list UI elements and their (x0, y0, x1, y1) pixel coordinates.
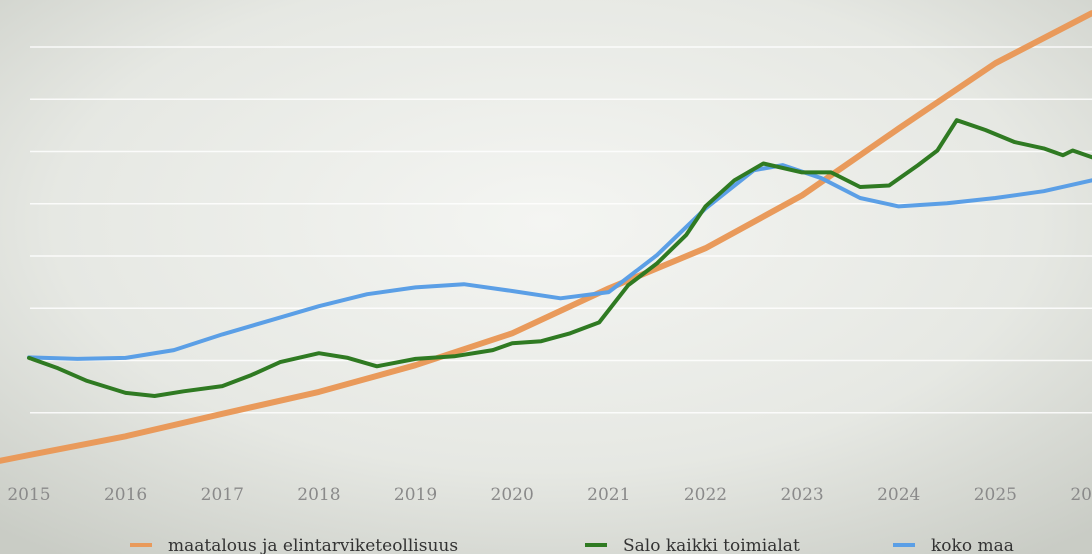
x-tick-label: 2026 (1070, 485, 1092, 505)
x-tick-label: 2019 (394, 485, 437, 505)
x-tick-label: 2020 (491, 485, 534, 505)
x-tick-label: 2022 (684, 485, 727, 505)
lines (0, 10, 1092, 464)
legend-label: maatalous ja elintarviketeollisuus (168, 536, 458, 554)
x-tick-label: 2024 (877, 485, 920, 505)
x-tick-label: 2023 (780, 485, 823, 505)
series-line (27, 163, 1092, 361)
series-line (27, 118, 1092, 398)
x-tick-label: 2015 (7, 485, 50, 505)
x-tick-label: 2025 (974, 485, 1017, 505)
x-tick-label: 2018 (297, 485, 340, 505)
x-tick-label: 2016 (104, 485, 147, 505)
series-line (0, 10, 1092, 464)
x-axis: 2015 2016 2017 2018 2019 2020 2021 2022 2023 2024… (7, 485, 1092, 505)
legend-label: koko maa (931, 536, 1014, 554)
legend: maatalous ja elintarviketeollisuus Salo k… (130, 536, 1014, 554)
x-tick-label: 2017 (201, 485, 244, 505)
x-tick-label: 2021 (587, 485, 630, 505)
legend-label: Salo kaikki toimialat (623, 536, 800, 554)
